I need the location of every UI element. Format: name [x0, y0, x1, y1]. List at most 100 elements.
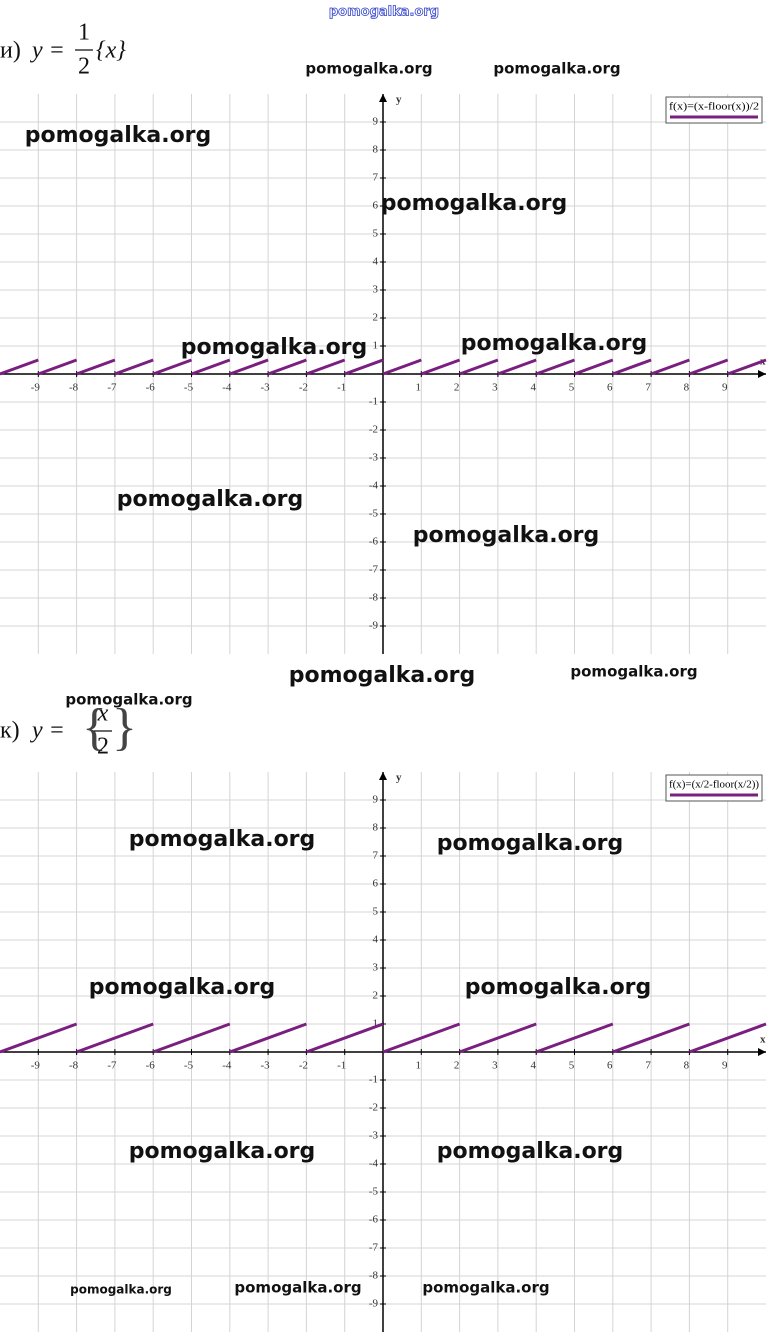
y-tick-label: -3 [369, 452, 379, 464]
watermark: pomogalka.org [437, 831, 624, 856]
y-tick-label: 8 [373, 822, 379, 834]
y-tick-label: -3 [369, 1130, 379, 1142]
y-tick-label: 7 [373, 172, 379, 184]
x-tick-label: 2 [454, 1060, 460, 1072]
y-tick-label: -5 [369, 508, 379, 520]
y-tick-label: 4 [373, 934, 379, 946]
x-tick-label: 2 [454, 382, 460, 394]
title-label: к) [0, 718, 20, 744]
chart: -9 -8 -7 -6 -5 -4 -3 -2 -1 1 2 3 4 5 6 7 8 9 -9 -8 -7 -6 -5 -4 -… [0, 772, 767, 1332]
y-tick-label: 2 [373, 990, 379, 1002]
x-tick-label: 3 [492, 1060, 498, 1072]
x-tick-label: 7 [645, 1060, 651, 1072]
x-tick-label: -7 [107, 382, 117, 394]
title-label: и) [0, 38, 21, 64]
title-close: } [112, 699, 137, 756]
title-lhs: y = [30, 718, 65, 744]
x-tick-label: -4 [222, 382, 232, 394]
x-tick-label: 1 [416, 1060, 422, 1072]
y-tick-label: 1 [373, 1018, 379, 1030]
x-tick-label: -1 [337, 1060, 346, 1072]
watermark: pomogalka.org [493, 60, 620, 78]
watermark: pomogalka.org [461, 331, 648, 356]
title-numerator: 1 [78, 20, 90, 46]
watermark: pomogalka.org [234, 1279, 361, 1297]
watermark: pomogalka.org [570, 663, 697, 681]
y-tick-label: -9 [369, 1298, 379, 1310]
title-denominator: 2 [78, 54, 90, 80]
y-tick-label: 1 [373, 340, 379, 352]
x-tick-label: -1 [337, 382, 346, 394]
x-tick-label: -2 [299, 1060, 308, 1072]
y-tick-label: -8 [369, 592, 379, 604]
y-tick-label: -5 [369, 1186, 379, 1198]
y-tick-label: 5 [373, 906, 379, 918]
y-tick-label: -4 [369, 480, 379, 492]
title-lhs: y = [30, 38, 65, 64]
x-tick-label: -4 [222, 1060, 232, 1072]
y-tick-label: 6 [373, 878, 379, 890]
x-axis-label: x [760, 1034, 766, 1046]
watermark: pomogalka.org [329, 5, 439, 20]
watermark: pomogalka.org [289, 663, 476, 688]
watermark: pomogalka.org [129, 827, 316, 852]
x-tick-label: -8 [69, 382, 79, 394]
x-tick-label: 7 [645, 382, 651, 394]
x-tick-label: 4 [530, 1060, 536, 1072]
y-tick-label: 9 [373, 794, 379, 806]
watermark: pomogalka.org [381, 191, 568, 216]
x-tick-label: -3 [261, 1060, 271, 1072]
title-open: { [82, 699, 107, 756]
y-tick-label: -2 [369, 424, 378, 436]
x-tick-label: -2 [299, 382, 308, 394]
x-tick-label: -5 [184, 1060, 194, 1072]
y-axis-label: y [396, 772, 402, 784]
y-tick-label: -1 [369, 396, 378, 408]
title-rhs: {x} [96, 38, 126, 64]
x-tick-label: 5 [569, 382, 575, 394]
x-tick-label: 1 [416, 382, 422, 394]
x-tick-label: 8 [684, 1060, 690, 1072]
watermark: pomogalka.org [65, 691, 192, 709]
x-tick-label: 3 [492, 382, 498, 394]
y-tick-label: 8 [373, 144, 379, 156]
x-tick-label: -3 [261, 382, 271, 394]
y-tick-label: -6 [369, 536, 379, 548]
chart: -9 -8 -7 -6 -5 -4 -3 -2 -1 1 2 3 4 5 6 7 8 9 -9 -8 -7 -6 -5 -4 -… [0, 94, 767, 654]
x-arrow [758, 1048, 766, 1056]
y-tick-label: -8 [369, 1270, 379, 1282]
y-arrow [379, 772, 387, 780]
title-numerator: x [97, 701, 109, 727]
y-tick-label: -2 [369, 1102, 378, 1114]
watermark: pomogalka.org [413, 523, 600, 548]
y-tick-label: 9 [373, 116, 379, 128]
y-tick-label: -4 [369, 1158, 379, 1170]
y-tick-label: -7 [369, 564, 379, 576]
y-tick-label: 7 [373, 850, 379, 862]
x-tick-label: -5 [184, 382, 194, 394]
watermark: pomogalka.org [89, 975, 276, 1000]
y-tick-label: -1 [369, 1074, 378, 1086]
title-1: и) y = 1 2 {x} [0, 20, 126, 80]
y-tick-label: -6 [369, 1214, 379, 1226]
title-2: к) y = { x 2 } [0, 699, 137, 760]
legend-label: f(x)=(x/2-floor(x/2)) [669, 779, 759, 790]
watermark: pomogalka.org [437, 1139, 624, 1164]
series-line [0, 1022, 767, 1054]
watermark: pomogalka.org [25, 123, 212, 148]
y-tick-label: 3 [373, 284, 379, 296]
x-tick-label: 5 [569, 1060, 575, 1072]
x-tick-label: 8 [684, 382, 690, 394]
x-tick-label: -7 [107, 1060, 117, 1072]
y-axis-label: y [396, 94, 402, 106]
x-tick-label: -9 [31, 382, 41, 394]
x-arrow [758, 370, 766, 378]
y-tick-label: 3 [373, 962, 379, 974]
x-tick-label: -6 [146, 382, 156, 394]
x-tick-label: -6 [146, 1060, 156, 1072]
watermark: pomogalka.org [181, 335, 368, 360]
x-tick-label: 9 [722, 1060, 728, 1072]
x-tick-label: 6 [607, 382, 613, 394]
y-arrow [379, 94, 387, 102]
